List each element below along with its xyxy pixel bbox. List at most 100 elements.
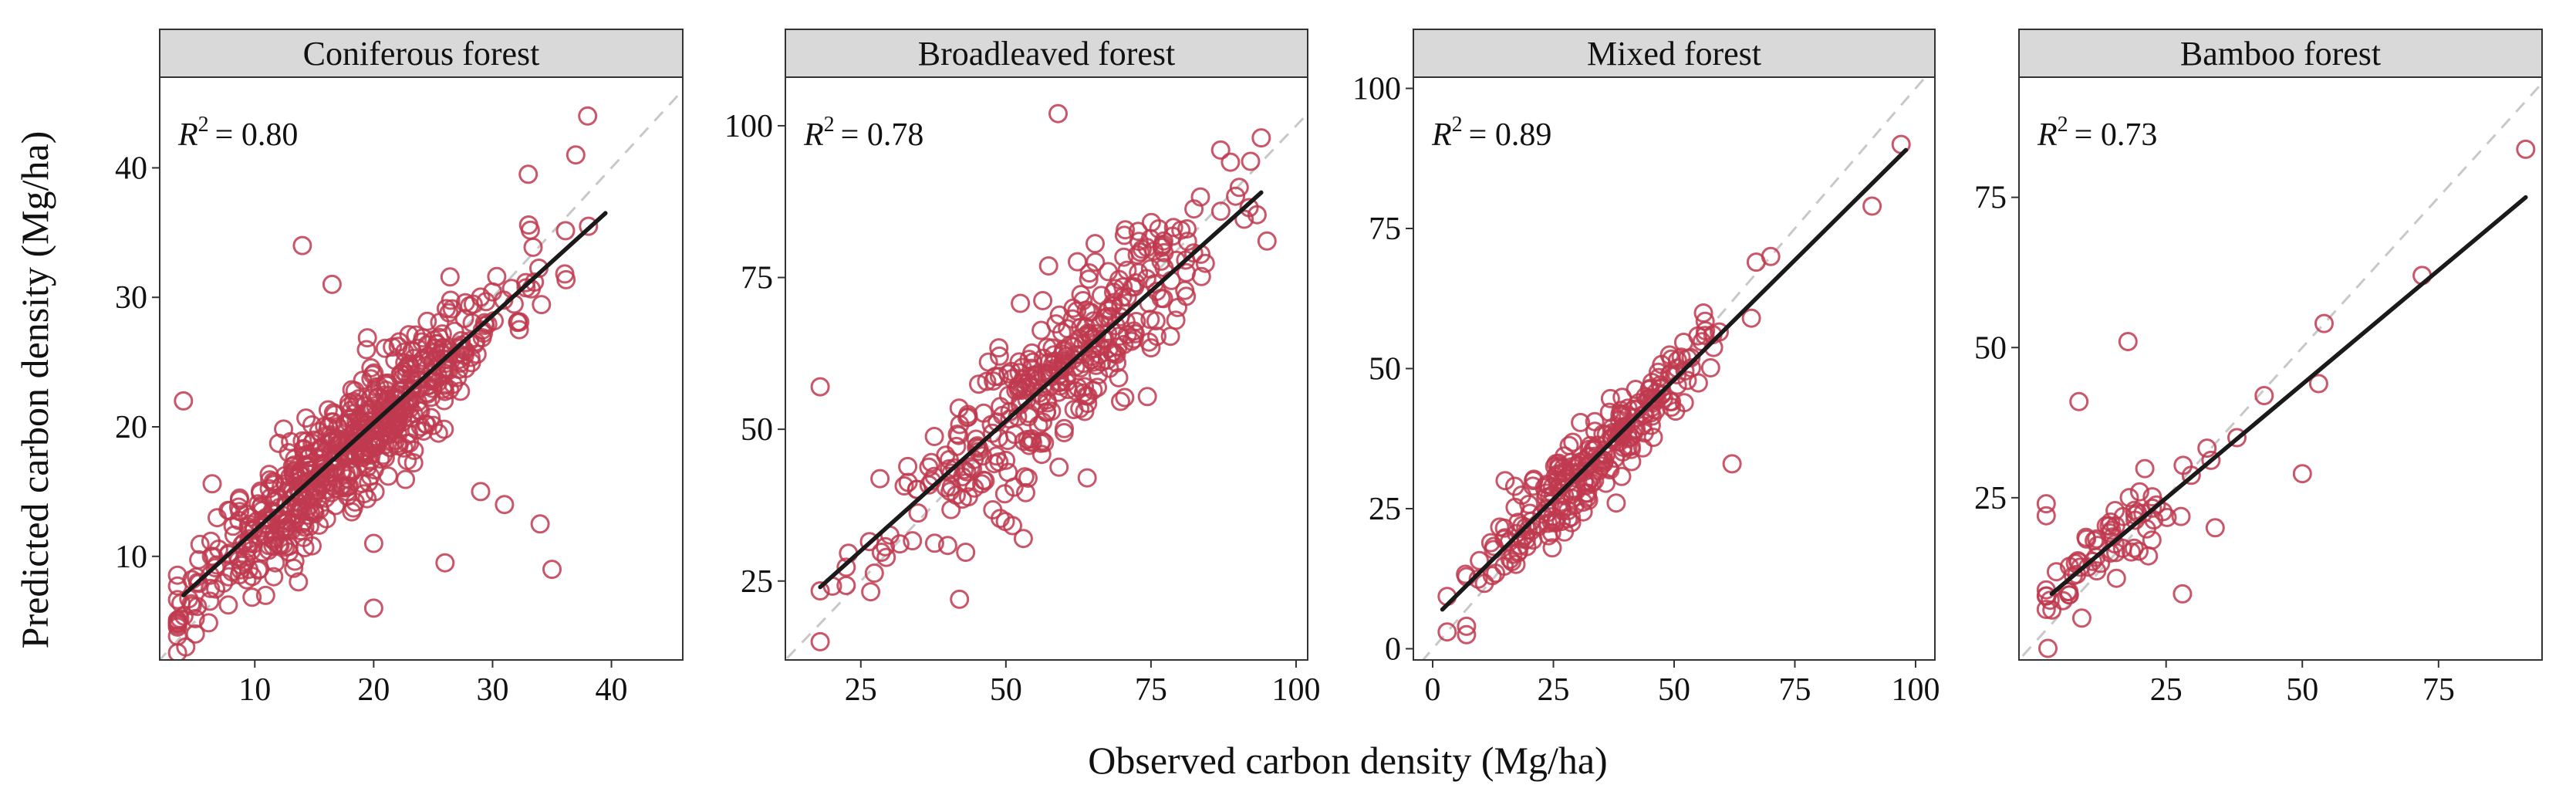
data-point: [200, 591, 220, 611]
data-point: [280, 467, 300, 487]
data-point: [1568, 464, 1588, 484]
data-point: [1147, 326, 1166, 347]
data-point: [228, 497, 248, 517]
data-point: [340, 430, 360, 450]
data-point: [1606, 493, 1626, 513]
data-point: [1011, 293, 1031, 313]
data-point: [432, 324, 452, 344]
data-point: [372, 407, 392, 427]
data-point: [1137, 387, 1157, 407]
data-point: [1486, 563, 1506, 584]
data-point: [1571, 412, 1591, 432]
data-point: [1004, 477, 1024, 497]
data-point: [518, 164, 538, 184]
y-tick-label: 75: [1974, 181, 2007, 216]
data-point: [1241, 151, 1261, 171]
data-point: [1585, 411, 1605, 431]
data-point: [174, 391, 194, 411]
data-point: [1086, 355, 1106, 375]
data-point: [478, 314, 498, 334]
data-point: [349, 389, 369, 409]
data-point: [182, 596, 202, 616]
data-point: [1113, 277, 1133, 297]
x-axis-title: Observed carbon density (Mg/ha): [1088, 739, 1607, 782]
data-point: [229, 490, 249, 510]
data-point: [421, 408, 441, 428]
x-tick-label: 75: [1778, 672, 1811, 708]
data-point: [1563, 432, 1583, 452]
data-point: [924, 427, 944, 446]
y-tick-label: 40: [115, 151, 147, 186]
data-point: [876, 547, 896, 567]
data-point: [407, 354, 427, 374]
data-point: [2292, 464, 2312, 484]
data-point: [356, 340, 376, 360]
x-tick-label: 75: [1135, 672, 1167, 708]
data-point: [2227, 428, 2247, 448]
panel-strip: [1413, 29, 1936, 78]
data-point: [957, 473, 976, 492]
data-point: [1013, 529, 1033, 549]
data-point: [2254, 386, 2274, 405]
data-point: [1117, 287, 1137, 307]
data-point: [861, 582, 881, 602]
data-point: [1480, 533, 1501, 553]
fit-line: [1440, 147, 1909, 612]
data-point: [284, 558, 304, 578]
data-point: [1700, 358, 1720, 377]
data-point: [357, 328, 377, 348]
data-point: [208, 540, 228, 559]
data-point: [292, 235, 312, 255]
data-point: [1862, 196, 1882, 216]
data-point: [322, 482, 341, 502]
data-point: [1548, 458, 1568, 478]
data-point: [2087, 561, 2107, 581]
data-point: [2036, 506, 2056, 526]
panel-border: [159, 76, 684, 661]
plot-area: [160, 88, 683, 660]
data-point: [305, 504, 325, 524]
data-point: [1600, 388, 1620, 408]
data-point: [810, 581, 830, 601]
data-point: [2071, 608, 2092, 628]
data-point: [2038, 638, 2058, 658]
panel-title: Broadleaved forest: [918, 35, 1176, 73]
x-tick-label: 100: [1271, 672, 1320, 708]
data-point: [2036, 586, 2056, 606]
data-point: [1114, 247, 1134, 267]
r-squared-label: R2 = 0.78: [803, 113, 923, 153]
y-axis-title: Predicted carbon density (Mg/ha): [13, 131, 56, 649]
data-point: [1532, 504, 1552, 524]
data-point: [434, 363, 454, 383]
data-point: [530, 514, 550, 534]
y-tick-label: 0: [1385, 631, 1401, 667]
data-point: [1722, 454, 1742, 474]
plot-area: [2019, 81, 2542, 660]
data-point: [440, 267, 460, 287]
x-tick-label: 25: [845, 672, 877, 708]
data-point: [987, 446, 1007, 466]
data-point: [1038, 256, 1058, 276]
x-tick-label: 100: [1891, 672, 1940, 708]
data-point: [1741, 308, 1761, 328]
data-point: [924, 533, 944, 553]
data-point: [1573, 502, 1593, 522]
x-tick-label: 25: [1538, 672, 1570, 708]
data-point: [1098, 307, 1117, 326]
data-point: [292, 514, 312, 534]
data-point: [1085, 234, 1105, 254]
data-point: [264, 475, 284, 495]
data-point: [309, 466, 329, 486]
data-point: [363, 598, 383, 618]
y-tick-label: 75: [741, 261, 773, 296]
data-point: [532, 295, 552, 315]
data-point: [1573, 492, 1593, 512]
data-point: [1099, 262, 1119, 282]
data-point: [1129, 232, 1149, 252]
data-point: [1542, 538, 1562, 558]
data-point: [972, 474, 991, 494]
data-point: [285, 551, 305, 571]
data-point: [206, 579, 226, 599]
data-point: [1079, 269, 1099, 289]
